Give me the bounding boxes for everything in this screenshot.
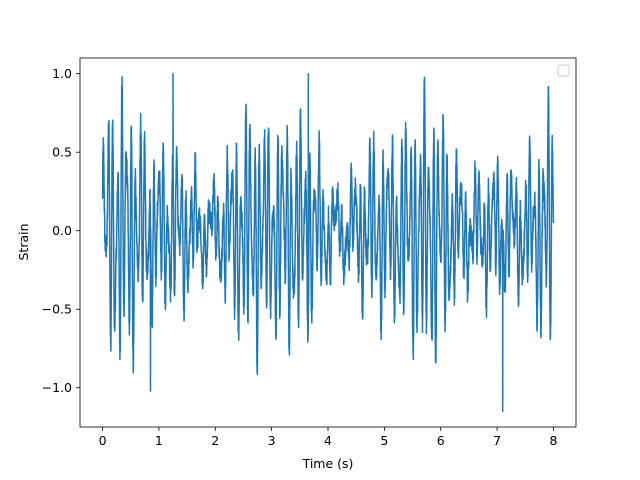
x-tick-label: 4 (324, 433, 332, 448)
y-axis-label: Strain (16, 223, 31, 260)
x-tick-label: 8 (549, 433, 557, 448)
y-tick-label: 1.0 (52, 66, 72, 81)
legend-box (557, 64, 570, 77)
y-tick-label: 0.0 (52, 223, 72, 238)
x-tick-label: 3 (268, 433, 276, 448)
x-tick-label: 1 (155, 433, 163, 448)
y-tick-label: −1.0 (42, 380, 72, 395)
x-tick-label: 2 (211, 433, 219, 448)
y-tick-label: −0.5 (42, 302, 72, 317)
x-axis-ticks: 0 1 2 3 4 5 6 7 8 (99, 427, 557, 448)
x-tick-label: 6 (437, 433, 445, 448)
x-axis-label: Time (s) (302, 456, 354, 471)
strain-series-line (101, 72, 555, 413)
x-tick-label: 5 (380, 433, 388, 448)
x-tick-label: 7 (493, 433, 501, 448)
y-tick-label: 0.5 (52, 145, 72, 160)
x-tick-label: 0 (99, 433, 107, 448)
y-axis-ticks: −1.0 −0.5 0.0 0.5 1.0 (42, 66, 80, 395)
